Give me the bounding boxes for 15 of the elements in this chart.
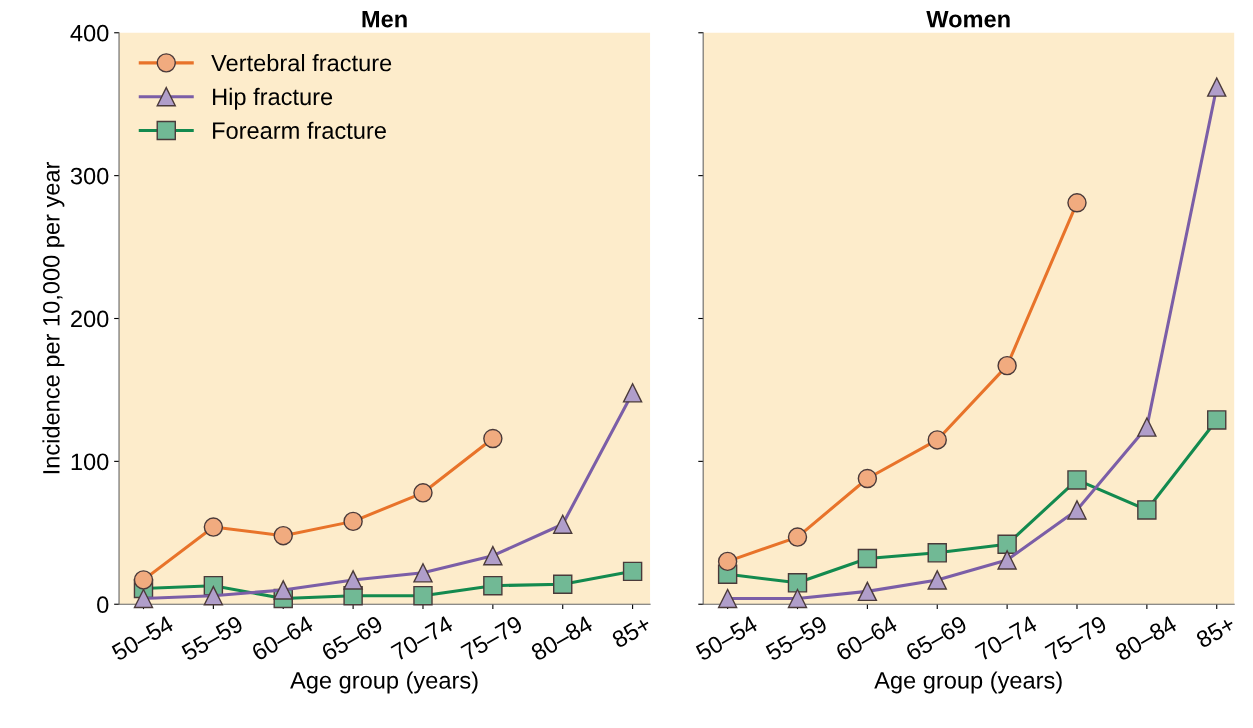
legend-label: Forearm fracture: [213, 121, 386, 139]
y-tick-label: 200: [71, 310, 109, 328]
y-tick-label: 400: [70, 24, 109, 42]
legend-label: Vertebral fracture: [211, 54, 392, 72]
x-axis-title: Age group (years): [290, 671, 478, 694]
legend-label: Hip fracture: [213, 87, 333, 110]
y-tick-label: 0: [97, 596, 109, 614]
y-axis-title: Incidence per 10,000 per year: [42, 162, 65, 474]
x-axis-title: Age group (years): [874, 671, 1062, 694]
chart-title: Women: [926, 10, 1010, 28]
chart-title: Men: [362, 10, 407, 28]
y-tick-label: 100: [71, 453, 109, 471]
x-tick-label: 85+: [610, 615, 653, 649]
x-tick-label: 85+: [1195, 615, 1237, 649]
y-tick-label: 300: [70, 167, 109, 185]
